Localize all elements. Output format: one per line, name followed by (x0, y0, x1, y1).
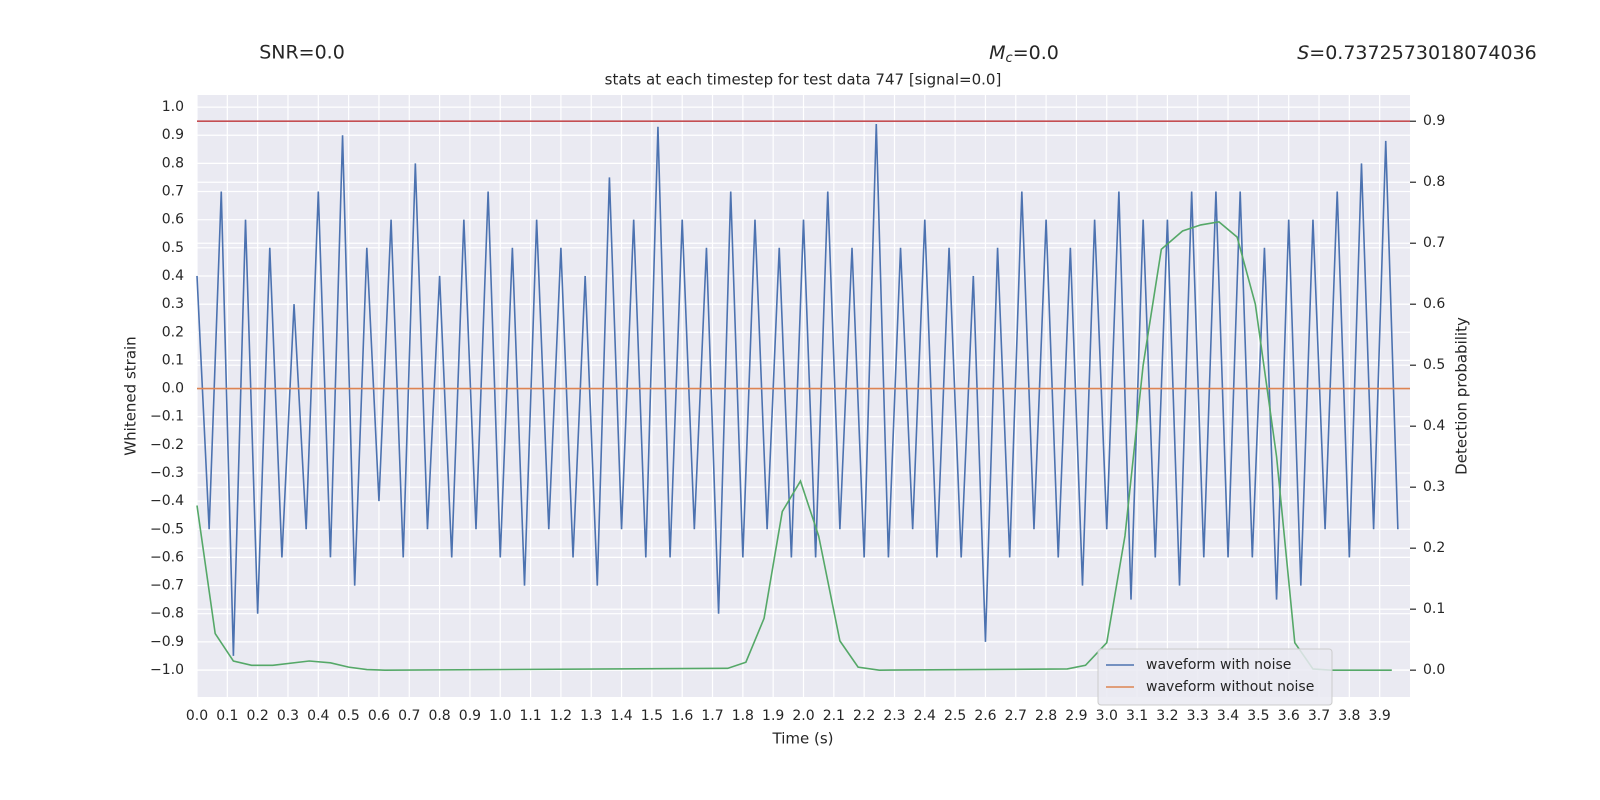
y2-tick-label: 0.2 (1423, 540, 1445, 556)
x-tick-label: 2.3 (883, 708, 905, 724)
x-tick-label: 2.0 (792, 708, 814, 724)
x-tick-label: 1.4 (610, 708, 632, 724)
marks (196, 120, 1410, 671)
s-annotation: S=0.7372573018074036 (1297, 42, 1537, 64)
y2-tick-label: 0.7 (1423, 235, 1445, 251)
x-tick-label: 3.1 (1126, 708, 1148, 724)
mc-sub: c (1006, 51, 1013, 66)
y-tick-label: −0.8 (150, 606, 184, 622)
x-tick-label: 1.9 (762, 708, 784, 724)
y-tick-label: 0.4 (162, 268, 184, 284)
x-tick-label: 1.0 (489, 708, 511, 724)
y2-tick-label: 0.8 (1423, 174, 1445, 190)
chart-title: stats at each timestep for test data 747… (605, 71, 1002, 89)
x-tick-label: 3.2 (1156, 708, 1178, 724)
y-tick-label: 0.6 (162, 212, 184, 228)
y-tick-label: 0.8 (162, 155, 184, 171)
y2-tick-label: 0.9 (1423, 113, 1445, 129)
x-tick-label: 2.4 (914, 708, 936, 724)
x-tick-label: 0.5 (337, 708, 359, 724)
x-tick-label: 3.0 (1096, 708, 1118, 724)
x-tick-label: 2.2 (853, 708, 875, 724)
y-axis-label: Whitened strain (122, 336, 140, 455)
x-tick-label: 3.3 (1187, 708, 1209, 724)
x-tick-label: 1.3 (580, 708, 602, 724)
y2-axis-label: Detection probability (1453, 317, 1471, 475)
x-tick-label: 1.1 (519, 708, 541, 724)
y-tick-label: 0.3 (162, 296, 184, 312)
y2-tick-label: 0.3 (1423, 479, 1445, 495)
mc-symbol: M (989, 42, 1005, 64)
y-tick-label: 0.2 (162, 324, 184, 340)
x-tick-label: 0.4 (307, 708, 329, 724)
y-tick-label: 0.5 (162, 240, 184, 256)
y-tick-label: 0.9 (162, 127, 184, 143)
x-tick-label: 3.9 (1369, 708, 1391, 724)
y2-tick-label: 0.0 (1423, 662, 1445, 678)
x-tick-label: 0.9 (459, 708, 481, 724)
legend-box (1097, 648, 1333, 706)
x-tick-label: 1.2 (550, 708, 572, 724)
x-tick-label: 2.5 (944, 708, 966, 724)
y-tick-label: −0.1 (150, 409, 184, 425)
y-tick-label: −0.9 (150, 634, 184, 650)
y-tick-label: −0.3 (150, 465, 184, 481)
mc-value: =0.0 (1013, 42, 1059, 64)
y-tick-label: −0.5 (150, 521, 184, 537)
y-tick-label: −0.7 (150, 578, 184, 594)
y-tick-label: −0.6 (150, 549, 184, 565)
y-tick-label: 1.0 (162, 99, 184, 115)
x-tick-label: 3.8 (1338, 708, 1360, 724)
x-tick-label: 3.5 (1247, 708, 1269, 724)
legend-label: waveform without noise (1146, 679, 1314, 695)
x-tick-label: 0.1 (216, 708, 238, 724)
x-tick-label: 1.5 (641, 708, 663, 724)
x-tick-label: 0.6 (368, 708, 390, 724)
x-tick-label: 3.6 (1278, 708, 1300, 724)
grid (196, 95, 1410, 697)
x-tick-label: 0.3 (277, 708, 299, 724)
series-line (196, 221, 1392, 671)
axes: 0.0 0.1 0.2 0.3 0.4 0.5 0.6 0.7 0.8 0.9 1.0 1.1 1.2 1… (150, 99, 1445, 724)
x-tick-label: 1.6 (671, 708, 693, 724)
y-tick-label: 0.0 (162, 381, 184, 397)
x-tick-label: 3.7 (1308, 708, 1330, 724)
y2-tick-label: 0.6 (1423, 296, 1445, 312)
x-tick-label: 2.9 (1065, 708, 1087, 724)
x-tick-label: 2.7 (1005, 708, 1027, 724)
y-tick-label: −0.2 (150, 437, 184, 453)
s-symbol: S (1297, 42, 1309, 64)
x-tick-label: 1.8 (732, 708, 754, 724)
mc-annotation: Mc=0.0 (989, 42, 1059, 66)
x-axis-label: Time (s) (772, 730, 834, 748)
s-value: =0.7372573018074036 (1309, 42, 1536, 64)
y-tick-label: 0.7 (162, 184, 184, 200)
y2-tick-label: 0.5 (1423, 357, 1445, 373)
y2-tick-label: 0.4 (1423, 418, 1445, 434)
x-tick-label: 2.1 (823, 708, 845, 724)
y-tick-label: −1.0 (150, 662, 184, 678)
legend-label: waveform with noise (1146, 657, 1291, 673)
legend: waveform with noise waveform without nois… (1097, 648, 1333, 706)
x-tick-label: 3.4 (1217, 708, 1239, 724)
x-tick-label: 0.8 (428, 708, 450, 724)
x-tick-label: 0.2 (247, 708, 269, 724)
y-tick-label: −0.4 (150, 493, 184, 509)
y-tick-label: 0.1 (162, 352, 184, 368)
x-tick-label: 2.6 (974, 708, 996, 724)
x-tick-label: 0.7 (398, 708, 420, 724)
x-tick-label: 1.7 (701, 708, 723, 724)
x-tick-label: 0.0 (186, 708, 208, 724)
y2-tick-label: 0.1 (1423, 601, 1445, 617)
x-tick-label: 2.8 (1035, 708, 1057, 724)
snr-annotation: SNR=0.0 (259, 42, 345, 64)
